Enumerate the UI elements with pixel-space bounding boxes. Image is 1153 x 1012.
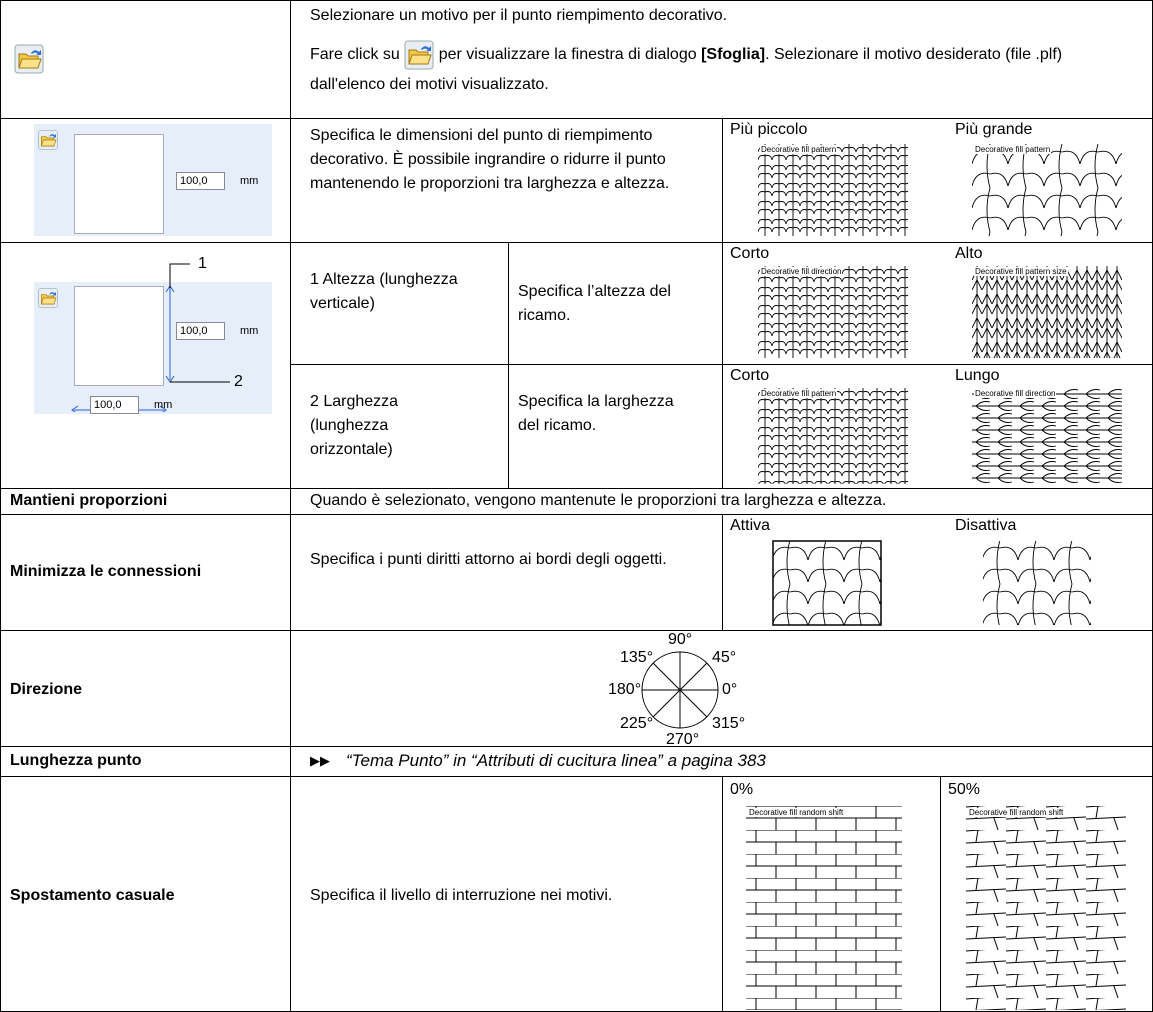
preview-box <box>74 286 164 386</box>
sample-image <box>966 806 1126 1010</box>
unit: mm <box>240 325 259 337</box>
rule <box>290 0 291 1012</box>
sample-image <box>758 266 908 358</box>
angle-label: 45° <box>712 649 737 666</box>
sample-image <box>972 266 1122 358</box>
caption: Corto <box>730 245 770 262</box>
unit: mm <box>240 175 259 187</box>
caption: Più piccolo <box>730 121 808 138</box>
image-label: Decorative fill direction <box>760 267 843 276</box>
text: 1 Altezza (lunghezza verticale) <box>310 271 458 312</box>
rule <box>0 0 1153 1</box>
angle-label: 0° <box>722 681 738 698</box>
rule <box>0 118 1153 119</box>
text: 2 Larghezza (lunghezza orizzontale) <box>310 393 399 458</box>
caption: Attiva <box>730 517 771 534</box>
caption: 0% <box>730 781 754 798</box>
image-label: Decorative fill direction <box>974 389 1057 398</box>
angle-label: 90° <box>668 631 693 648</box>
image-label: Decorative fill random shift <box>748 808 845 817</box>
rule <box>290 364 1153 365</box>
text: . Selezionare il motivo desiderato (file… <box>310 46 1063 94</box>
text: Specifica la larghezza del ricamo. <box>518 393 674 434</box>
sample-image <box>972 388 1122 484</box>
angle-label: 225° <box>620 715 654 732</box>
callout-number: 2 <box>234 373 243 390</box>
row-label: Minimizza le connessioni <box>10 563 202 580</box>
browse-icon <box>38 288 58 308</box>
text: Specifica le dimensioni del punto di rie… <box>310 127 670 192</box>
sample-image <box>772 540 882 626</box>
marker: ▶▶ <box>310 753 330 768</box>
row-label: Lunghezza punto <box>10 752 142 769</box>
caption: Alto <box>955 245 983 262</box>
rule <box>0 746 1153 747</box>
text: Quando è selezionato, vengono mantenute … <box>310 492 887 509</box>
rule <box>0 242 1153 243</box>
text: [Sfoglia] <box>701 46 766 64</box>
sample-image <box>746 806 902 1010</box>
angle-label: 270° <box>666 731 700 748</box>
image-label: Decorative fill pattern size <box>974 267 1068 276</box>
rule <box>0 488 1153 489</box>
rule <box>722 514 723 630</box>
sample-image <box>758 388 908 484</box>
callouts <box>71 263 230 412</box>
image-label: Decorative fill pattern <box>974 145 1052 154</box>
spin-field: 100,0 <box>176 322 225 340</box>
angle-label: 180° <box>608 681 642 698</box>
text: Specifica i punti diritti attorno ai bor… <box>310 551 667 568</box>
rule <box>722 776 723 1012</box>
row-label: Mantieni proporzioni <box>10 492 168 509</box>
browse-icon <box>14 44 44 74</box>
text: Specifica l’altezza del ricamo. <box>518 283 671 324</box>
text: Selezionare un motivo per il punto riemp… <box>310 7 728 24</box>
spin-field: 100,0 <box>176 172 225 190</box>
row-label: Spostamento casuale <box>10 887 175 904</box>
sample-image <box>758 144 908 236</box>
text: Fare click su <box>310 46 400 64</box>
rule <box>722 118 723 488</box>
caption: Più grande <box>955 121 1033 138</box>
reference: “Tema Punto” in “Attributi di cucitura l… <box>346 751 766 770</box>
callout-number: 1 <box>198 255 207 272</box>
rule <box>0 630 1153 631</box>
spin-field: 100,0 <box>90 396 139 414</box>
rule <box>940 776 941 1012</box>
row-label: Direzione <box>10 681 83 698</box>
rule <box>508 242 509 488</box>
image-label: Decorative fill pattern <box>760 389 838 398</box>
paragraph: Fare click su per visualizzare la finest… <box>310 40 1140 100</box>
caption: Disattiva <box>955 517 1017 534</box>
image-label: Decorative fill pattern <box>760 145 838 154</box>
image-label: Decorative fill random shift <box>968 808 1065 817</box>
unit: mm <box>154 399 173 411</box>
angle-label: 315° <box>712 715 746 732</box>
rule <box>0 514 1153 515</box>
caption: 50% <box>948 781 981 798</box>
angle-label: 135° <box>620 649 654 666</box>
preview-box <box>74 134 164 234</box>
direction-dial <box>641 651 719 729</box>
caption: Lungo <box>955 367 1000 384</box>
browse-icon <box>404 40 434 70</box>
rule <box>0 776 1153 777</box>
browse-icon <box>38 130 58 150</box>
rule <box>0 0 1 1012</box>
sample-image <box>972 144 1122 236</box>
text: per visualizzare la finestra di dialogo <box>438 46 697 64</box>
text: Specifica il livello di interruzione nei… <box>310 887 613 904</box>
sample-image <box>983 541 1091 625</box>
caption: Corto <box>730 367 770 384</box>
